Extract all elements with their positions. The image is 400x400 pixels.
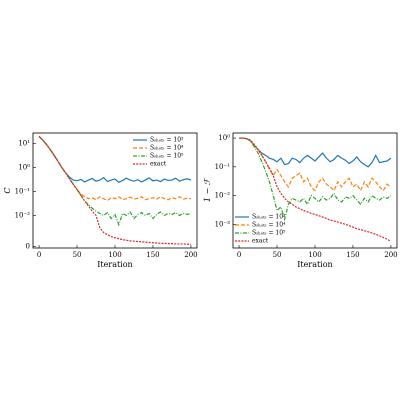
- x-axis-label: Iteration: [97, 260, 132, 269]
- x-tick-label: 50: [73, 251, 82, 259]
- x-tick-label: 100: [108, 251, 121, 259]
- y-tick-label: 10¹: [18, 140, 30, 148]
- series-line: [239, 137, 392, 192]
- y-tick-label: 10⁻¹: [15, 187, 31, 195]
- x-tick-label: 0: [237, 251, 241, 259]
- legend-label: exact: [252, 238, 269, 245]
- x-tick-label: 150: [346, 251, 359, 259]
- y-tick-label: 10⁰: [18, 164, 30, 172]
- series-line: [239, 137, 392, 222]
- legend-label: Sₛₕₒₜₛ = 10⁵: [252, 230, 286, 237]
- x-tick-label: 0: [37, 251, 41, 259]
- x-tick-label: 100: [308, 251, 321, 259]
- legend-label: Sₛₕₒₜₛ = 10⁵: [150, 153, 184, 160]
- y-tick-label: 0: [26, 242, 30, 250]
- legend-label: Sₛₕₒₜₛ = 10⁴: [252, 222, 286, 229]
- y-tick-label: 10⁻²: [215, 192, 231, 200]
- y-axis-label: 1 − ℱ: [203, 177, 212, 202]
- series-line: [38, 136, 191, 245]
- legend-label: Sₛₕₒₜₛ = 10⁴: [150, 145, 184, 152]
- y-axis-label: C: [3, 187, 12, 193]
- subplot: 0 50 100 150 200 10⁻³ 10⁻² 10⁻¹ 10⁰ Iteration 1 − …: [203, 132, 398, 269]
- x-tick-label: 200: [184, 251, 197, 259]
- legend-label: Sₛₕₒₜₛ = 10³: [150, 137, 184, 144]
- x-tick-label: 200: [384, 251, 397, 259]
- series-line: [239, 137, 392, 242]
- series-line: [239, 137, 392, 168]
- y-tick-label: 10⁻¹: [215, 163, 231, 171]
- legend-label: exact: [150, 161, 167, 168]
- x-axis-label: Iteration: [297, 260, 332, 269]
- y-tick-label: 10⁻³: [215, 220, 231, 228]
- subplot: 0 50 100 150 200 0 10⁻² 10⁻¹ 10⁰ 10¹ Iteration C Sₛₕ…: [3, 132, 198, 269]
- x-tick-label: 150: [146, 251, 159, 259]
- x-tick-label: 50: [273, 251, 282, 259]
- legend-label: Sₛₕₒₜₛ = 10³: [252, 214, 286, 221]
- y-tick-label: 10⁰: [218, 134, 230, 142]
- y-tick-label: 10⁻²: [15, 211, 31, 219]
